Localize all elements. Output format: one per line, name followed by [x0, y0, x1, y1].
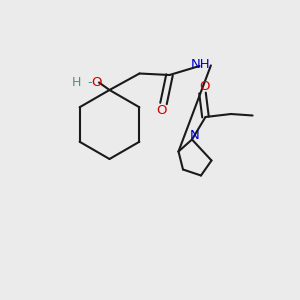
Text: N: N [190, 129, 199, 142]
Text: NH: NH [190, 58, 210, 71]
Text: O: O [199, 80, 209, 93]
Text: O: O [157, 104, 167, 118]
Text: -: - [87, 76, 92, 89]
Text: H: H [72, 76, 82, 89]
Text: O: O [91, 76, 102, 89]
